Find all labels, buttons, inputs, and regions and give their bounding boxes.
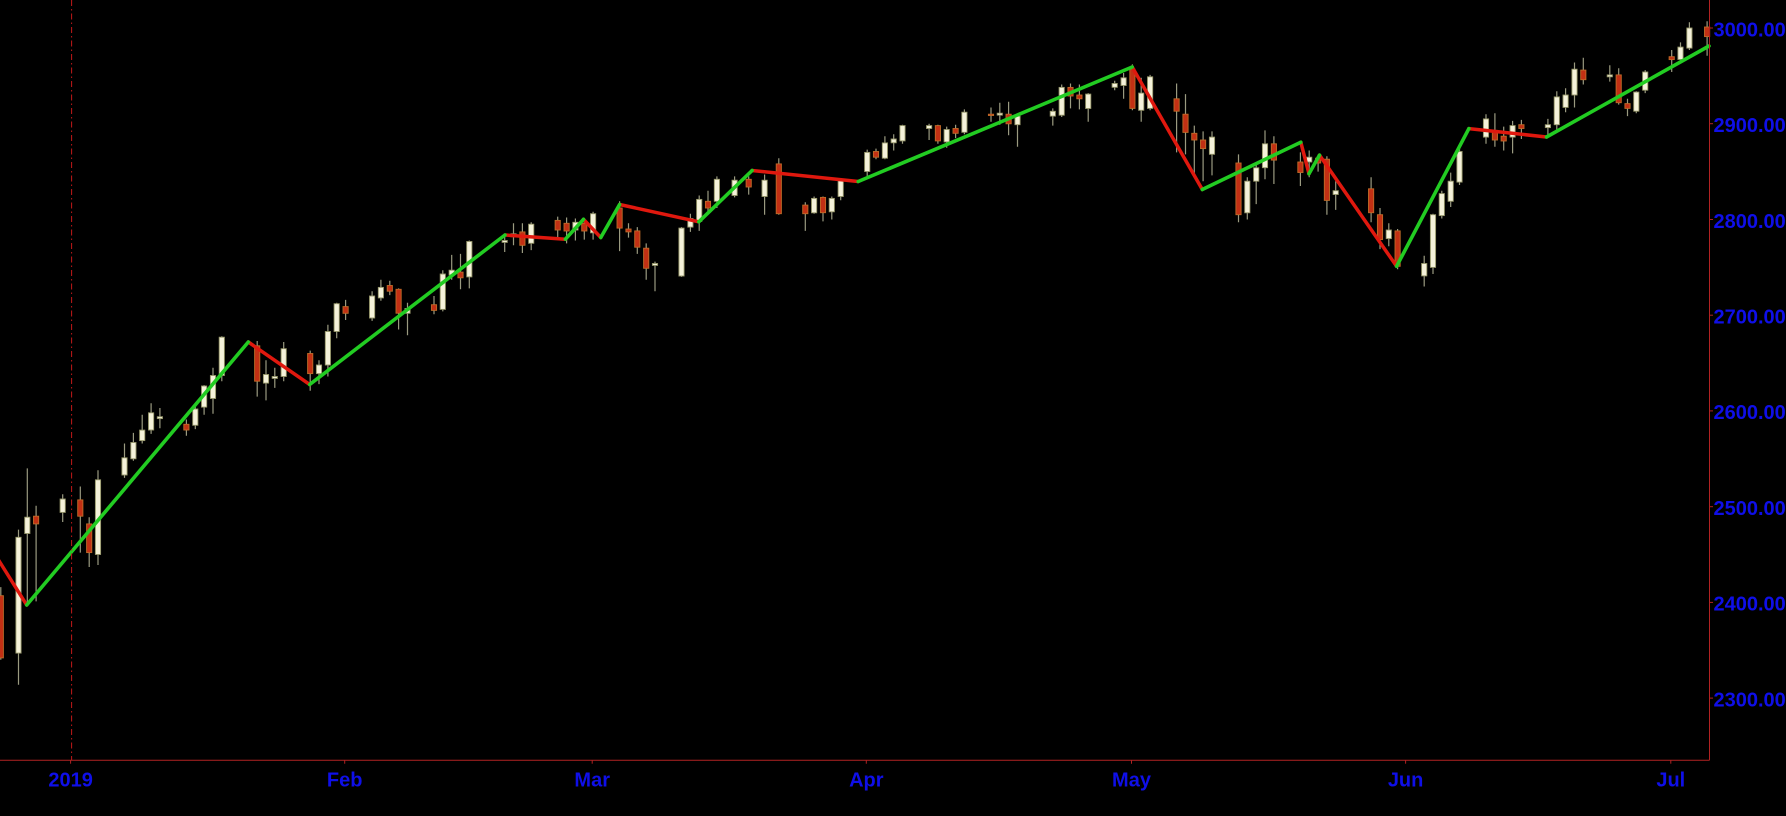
- svg-text:Feb: Feb: [327, 770, 363, 792]
- svg-text:2300.00: 2300.00: [1714, 689, 1786, 711]
- svg-text:Apr: Apr: [849, 770, 884, 792]
- svg-text:May: May: [1112, 770, 1152, 792]
- svg-text:Jun: Jun: [1388, 770, 1424, 792]
- svg-text:2019: 2019: [48, 770, 93, 792]
- svg-text:2500.00: 2500.00: [1714, 498, 1786, 520]
- svg-text:2900.00: 2900.00: [1714, 115, 1786, 137]
- svg-text:2400.00: 2400.00: [1714, 594, 1786, 616]
- svg-text:2700.00: 2700.00: [1714, 307, 1786, 329]
- svg-text:3000.00: 3000.00: [1714, 19, 1786, 41]
- svg-text:2600.00: 2600.00: [1714, 402, 1786, 424]
- svg-text:Jul: Jul: [1656, 770, 1685, 792]
- svg-text:2800.00: 2800.00: [1714, 211, 1786, 233]
- svg-text:Mar: Mar: [574, 770, 610, 792]
